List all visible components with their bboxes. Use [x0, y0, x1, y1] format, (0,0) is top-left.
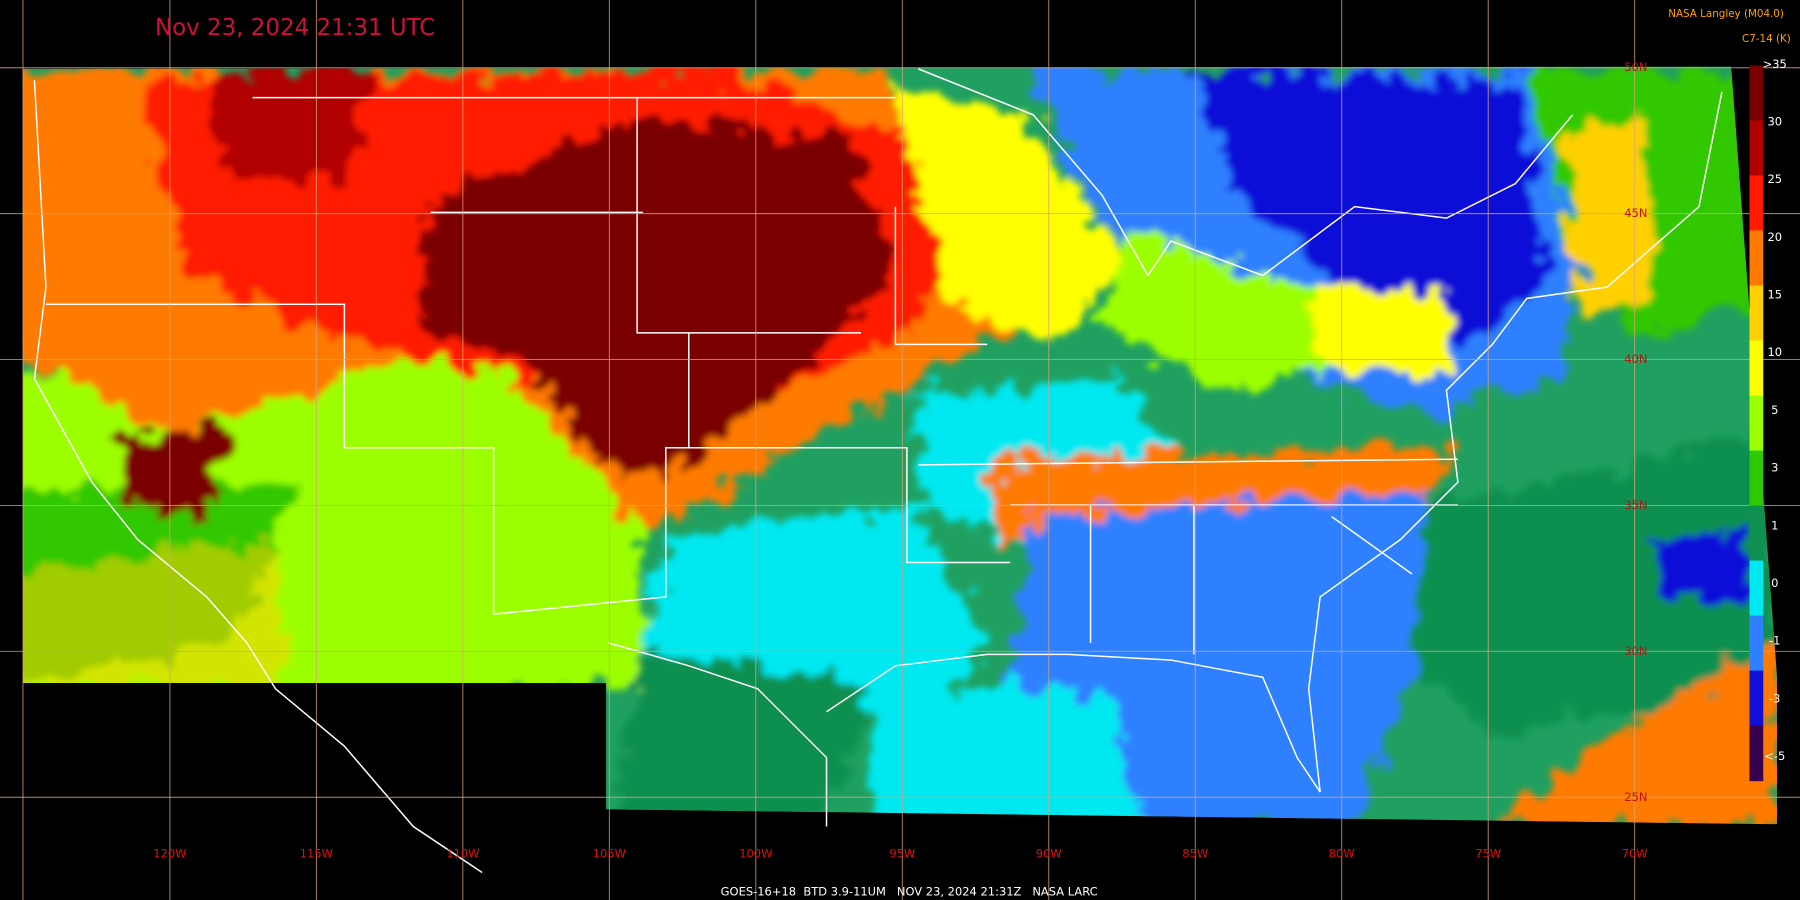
latitude-label: 25N: [1624, 790, 1647, 804]
colorbar-swatch: [1749, 725, 1764, 782]
imagery-fields: [22, 68, 1778, 825]
colorbar-label: 0: [1771, 576, 1778, 590]
colorbar-swatch: [1749, 505, 1764, 562]
longitude-label: 105W: [593, 847, 626, 861]
longitude-label: 75W: [1475, 847, 1501, 861]
longitude-label: 120W: [153, 847, 186, 861]
colorbar-swatch: [1749, 395, 1764, 452]
colorbar-swatch: [1749, 65, 1764, 122]
labels: 120W 115W 110W 105W 100W 95W 90W 85W 80W 75W 70W 50…: [153, 60, 1647, 860]
title: Nov 23, 2024 21:31 UTC: [155, 15, 435, 41]
state-lines-north: [252, 96, 988, 448]
latitude-label: 30N: [1624, 644, 1647, 658]
colorbar-swatch: [1749, 175, 1764, 232]
colorbar-label: -3: [1769, 691, 1780, 705]
colorbar-label: 1: [1771, 518, 1778, 532]
longitude-label: 80W: [1329, 847, 1355, 861]
longitude-label: 115W: [300, 847, 333, 861]
colorbar-swatch: [1749, 230, 1764, 287]
colorbar-label: 3: [1771, 461, 1778, 475]
latitude-label: 35N: [1624, 498, 1647, 512]
colorbar-swatch: [1749, 450, 1764, 507]
footer: GOES-16+18 BTD 3.9-11UM NOV 23, 2024 21:…: [721, 884, 1098, 898]
longitude-label: 100W: [739, 847, 772, 861]
longitude-label: 70W: [1622, 847, 1648, 861]
colorbar-label: 15: [1767, 288, 1782, 302]
credit: NASA Langley (M04.0): [1668, 8, 1784, 20]
colorbar-label: 10: [1767, 345, 1782, 359]
colorbar-swatch: [1749, 615, 1764, 672]
longitude-label: 85W: [1182, 847, 1208, 861]
colorbar-label: >35: [1763, 57, 1787, 71]
colorbar-label: <-5: [1764, 749, 1785, 763]
east-gulf-coast: [608, 91, 1723, 827]
colorbar-label: 25: [1767, 172, 1782, 186]
colorbar-swatch: [1749, 560, 1764, 617]
colorbar-swatch: [1749, 285, 1764, 342]
latitude-label: 40N: [1624, 352, 1647, 366]
colorbar-label: 20: [1767, 230, 1782, 244]
lakes-border: [918, 68, 1574, 277]
product: C7-14 (K): [1742, 33, 1791, 45]
longitude-label: 95W: [889, 847, 915, 861]
colorbar-label: -1: [1769, 634, 1780, 648]
colorbar-swatch: [1749, 120, 1764, 177]
colorbar-swatch: [1749, 340, 1764, 397]
colorbar-label: 5: [1771, 403, 1778, 417]
colorbar-swatch: [1749, 670, 1764, 727]
colorbar-label: 30: [1767, 114, 1782, 128]
longitude-label: 90W: [1036, 847, 1062, 861]
latitude-label: 50N: [1624, 60, 1647, 74]
west-coast: [33, 80, 483, 874]
latitude-label: 45N: [1624, 206, 1647, 220]
longitude-label: 110W: [446, 847, 479, 861]
